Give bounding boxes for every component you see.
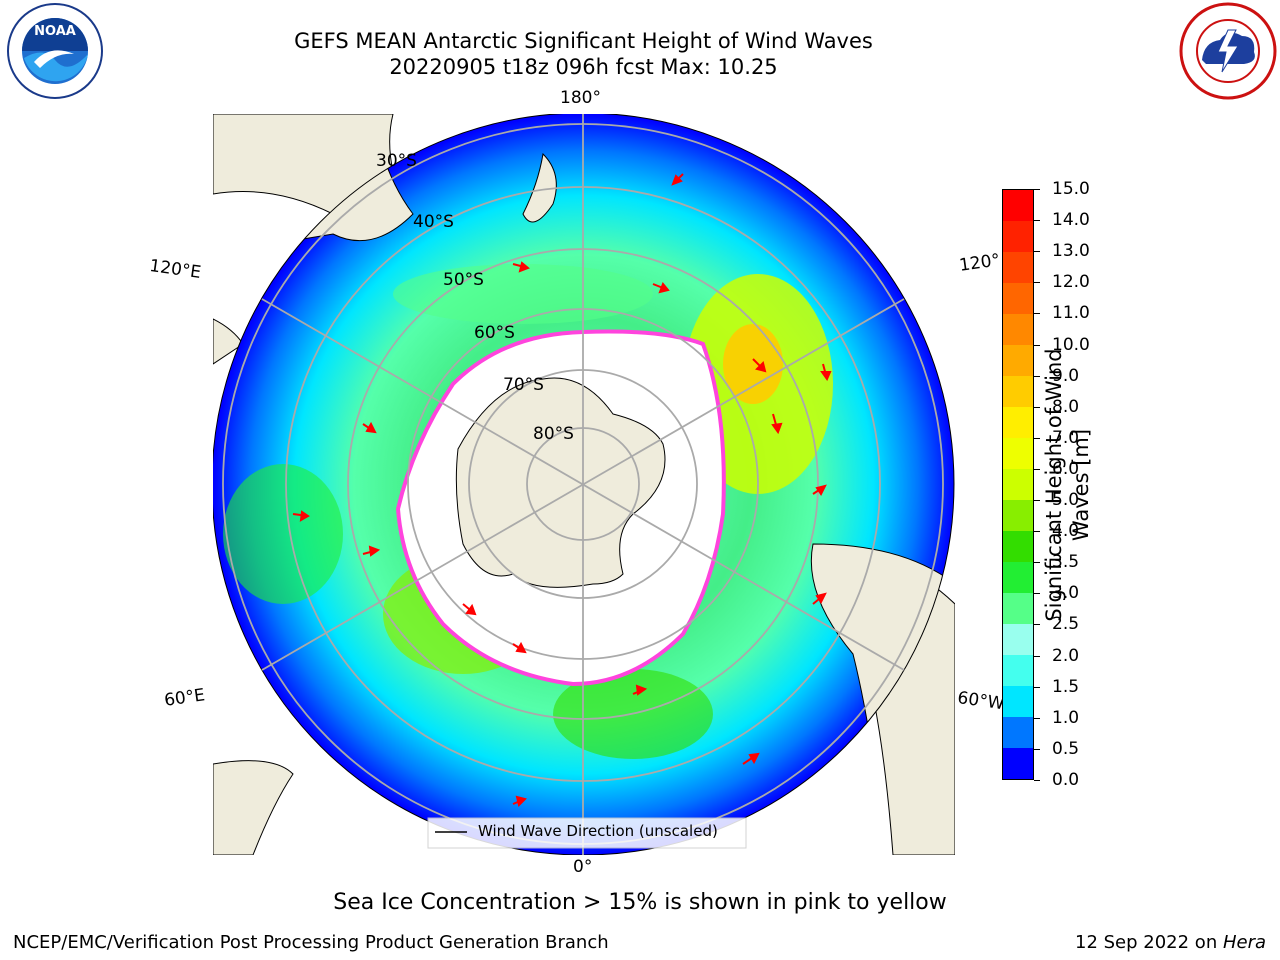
colorbar-tick-mark xyxy=(1034,624,1040,626)
colorbar-tick-label: 5.0 xyxy=(1052,490,1080,511)
colorbar-tick-label: 11.0 xyxy=(1052,303,1090,324)
colorbar-tick-mark xyxy=(1034,655,1040,657)
lon-label-60e: 60°E xyxy=(163,685,207,711)
colorbar-tick-mark xyxy=(1034,500,1040,502)
colorbar-tick-label: 9.0 xyxy=(1052,365,1080,386)
colorbar-tick-mark xyxy=(1034,686,1040,688)
lat-label-70s: 70°S xyxy=(503,375,544,395)
colorbar-segment xyxy=(1003,469,1033,500)
map-panel: Wind Wave Direction (unscaled) xyxy=(211,112,956,856)
colorbar-tick-label: 2.0 xyxy=(1052,645,1080,666)
lon-label-0: 0° xyxy=(573,857,593,877)
colorbar-tick-label: 8.0 xyxy=(1052,396,1080,417)
colorbar-tick-mark xyxy=(1034,593,1040,595)
colorbar-tick-mark xyxy=(1034,189,1040,190)
colorbar-tick-mark xyxy=(1034,531,1040,533)
colorbar-tick-label: 6.0 xyxy=(1052,458,1080,479)
colorbar-tick-label: 15.0 xyxy=(1052,179,1090,199)
lat-label-40s: 40°S xyxy=(413,212,454,232)
colorbar-segment xyxy=(1003,407,1033,438)
colorbar-segment xyxy=(1003,314,1033,345)
lat-label-50s: 50°S xyxy=(443,270,484,290)
colorbar-segment xyxy=(1003,252,1033,283)
footer-date: 12 Sep 2022 on xyxy=(1075,932,1223,953)
colorbar-tick-label: 14.0 xyxy=(1052,210,1090,231)
legend-box xyxy=(427,817,747,849)
colorbar-segment xyxy=(1003,376,1033,407)
colorbar-tick-label: 0.0 xyxy=(1052,770,1080,790)
lon-label-180: 180° xyxy=(560,88,601,108)
lon-label-120e: 120°E xyxy=(148,256,203,284)
colorbar-tick-label: 3.0 xyxy=(1052,583,1080,604)
colorbar-segment xyxy=(1003,221,1033,252)
colorbar-segment xyxy=(1003,345,1033,376)
map-title: GEFS MEAN Antarctic Significant Height o… xyxy=(294,29,873,53)
colorbar-segment xyxy=(1003,593,1033,624)
colorbar-tick-mark xyxy=(1034,282,1040,284)
colorbar-tick-mark xyxy=(1034,780,1040,781)
colorbar-tick-label: 1.0 xyxy=(1052,707,1080,728)
colorbar-tick-label: 1.5 xyxy=(1052,676,1080,697)
noaa-logo-text: NOAA xyxy=(34,24,76,39)
map-subtitle: 20220905 t18z 096h fcst Max: 10.25 xyxy=(389,55,778,79)
lon-label-120w: 120° xyxy=(958,250,1002,276)
colorbar-tick-mark xyxy=(1034,375,1040,377)
colorbar-segment xyxy=(1003,748,1033,779)
colorbar-label-line2: Waves [m] xyxy=(1069,428,1093,542)
lat-label-30s: 30°S xyxy=(376,151,417,171)
colorbar-label-line1: Significant Height of Wind xyxy=(1042,348,1066,622)
lat-label-80s: 80°S xyxy=(533,424,574,444)
colorbar-segment xyxy=(1003,717,1033,748)
colorbar-tick-mark xyxy=(1034,251,1040,253)
footer-host: Hera xyxy=(1222,932,1266,953)
colorbar-tick-mark xyxy=(1034,562,1040,564)
lon-label-60w: 60°W xyxy=(956,688,1006,715)
colorbar-segment xyxy=(1003,655,1033,686)
colorbar-tick-label: 3.5 xyxy=(1052,552,1080,573)
legend-label: Wind Wave Direction (unscaled) xyxy=(478,822,718,840)
colorbar-tick-label: 4.0 xyxy=(1052,521,1080,542)
colorbar-segment xyxy=(1003,624,1033,655)
colorbar-tick-mark xyxy=(1034,717,1040,719)
polar-map xyxy=(211,112,956,856)
colorbar-tick-mark xyxy=(1034,220,1040,222)
colorbar-tick-mark xyxy=(1034,406,1040,408)
colorbar-segment xyxy=(1003,190,1033,221)
colorbar-segment xyxy=(1003,686,1033,717)
colorbar-tick-mark xyxy=(1034,437,1040,439)
footer-left: NCEP/EMC/Verification Post Processing Pr… xyxy=(13,932,609,953)
colorbar-tick-label: 10.0 xyxy=(1052,334,1090,355)
colorbar-tick-mark xyxy=(1034,748,1040,750)
colorbar-tick-mark xyxy=(1034,313,1040,315)
colorbar-tick-mark xyxy=(1034,468,1040,470)
colorbar-segment xyxy=(1003,562,1033,593)
nws-logo xyxy=(1178,2,1278,100)
colorbar-tick-label: 7.0 xyxy=(1052,427,1080,448)
wind-wave-arrows xyxy=(292,173,832,807)
lat-label-60s: 60°S xyxy=(474,323,515,343)
sea-ice-caption: Sea Ice Concentration > 15% is shown in … xyxy=(333,890,947,915)
colorbar-segment xyxy=(1003,438,1033,469)
colorbar-tick-label: 13.0 xyxy=(1052,241,1090,262)
colorbar-tick-label: 2.5 xyxy=(1052,614,1080,635)
colorbar-tick-label: 12.0 xyxy=(1052,272,1090,293)
noaa-logo: NOAA xyxy=(4,2,106,100)
colorbar-segment xyxy=(1003,500,1033,531)
colorbar-tick-label: 0.5 xyxy=(1052,738,1080,759)
colorbar-segment xyxy=(1003,531,1033,562)
footer-right: 12 Sep 2022 on Hera xyxy=(1075,932,1266,953)
colorbar xyxy=(1002,189,1034,780)
colorbar-segment xyxy=(1003,283,1033,314)
colorbar-tick-mark xyxy=(1034,344,1040,346)
